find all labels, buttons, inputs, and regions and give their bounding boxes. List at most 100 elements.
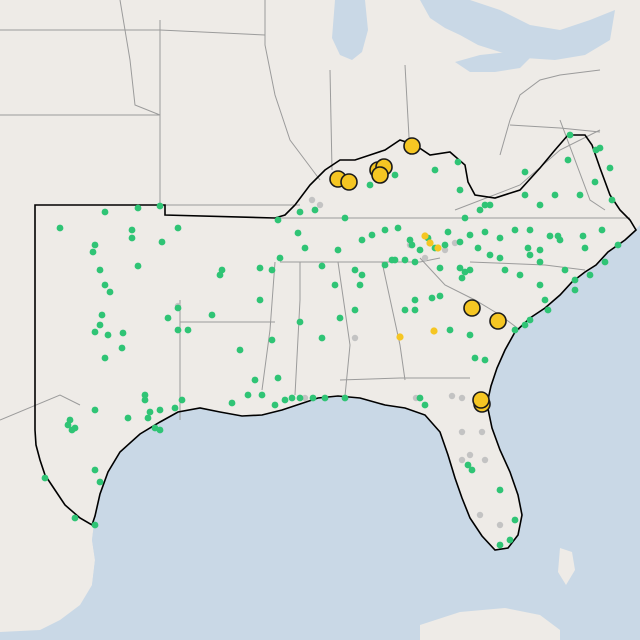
green-dot[interactable]: [288, 394, 296, 402]
green-dot[interactable]: [71, 424, 79, 432]
gray-dot[interactable]: [421, 254, 429, 262]
large-yellow-marker[interactable]: [489, 312, 507, 330]
green-dot[interactable]: [416, 394, 424, 402]
green-dot[interactable]: [581, 244, 589, 252]
gray-dot[interactable]: [308, 196, 316, 204]
green-dot[interactable]: [481, 228, 489, 236]
green-dot[interactable]: [341, 394, 349, 402]
green-dot[interactable]: [41, 474, 49, 482]
green-dot[interactable]: [91, 521, 99, 529]
green-dot[interactable]: [101, 281, 109, 289]
green-dot[interactable]: [394, 224, 402, 232]
green-dot[interactable]: [321, 394, 329, 402]
green-dot[interactable]: [481, 201, 489, 209]
gray-dot[interactable]: [451, 239, 459, 247]
green-dot[interactable]: [141, 396, 149, 404]
green-dot[interactable]: [134, 204, 142, 212]
green-dot[interactable]: [571, 286, 579, 294]
gray-dot[interactable]: [481, 456, 489, 464]
large-yellow-marker[interactable]: [463, 299, 481, 317]
green-dot[interactable]: [101, 354, 109, 362]
green-dot[interactable]: [456, 264, 464, 272]
large-yellow-marker[interactable]: [371, 166, 389, 184]
gray-dot[interactable]: [316, 201, 324, 209]
small-yellow-dot[interactable]: [396, 333, 404, 341]
green-dot[interactable]: [546, 232, 554, 240]
green-dot[interactable]: [471, 354, 479, 362]
green-dot[interactable]: [128, 234, 136, 242]
gray-dot[interactable]: [441, 246, 449, 254]
green-dot[interactable]: [536, 201, 544, 209]
green-dot[interactable]: [178, 396, 186, 404]
green-dot[interactable]: [98, 311, 106, 319]
large-yellow-marker[interactable]: [403, 137, 421, 155]
green-dot[interactable]: [244, 391, 252, 399]
green-dot[interactable]: [391, 171, 399, 179]
green-dot[interactable]: [96, 478, 104, 486]
green-dot[interactable]: [541, 296, 549, 304]
green-dot[interactable]: [481, 356, 489, 364]
green-dot[interactable]: [401, 256, 409, 264]
green-dot[interactable]: [358, 271, 366, 279]
green-dot[interactable]: [476, 206, 484, 214]
gray-dot[interactable]: [448, 392, 456, 400]
green-dot[interactable]: [596, 144, 604, 152]
green-dot[interactable]: [274, 374, 282, 382]
green-dot[interactable]: [526, 316, 534, 324]
green-dot[interactable]: [461, 268, 469, 276]
gray-dot[interactable]: [458, 456, 466, 464]
green-dot[interactable]: [89, 248, 97, 256]
green-dot[interactable]: [144, 414, 152, 422]
green-dot[interactable]: [606, 164, 614, 172]
green-dot[interactable]: [174, 326, 182, 334]
green-dot[interactable]: [64, 421, 72, 429]
green-dot[interactable]: [401, 306, 409, 314]
green-dot[interactable]: [174, 304, 182, 312]
green-dot[interactable]: [351, 266, 359, 274]
green-dot[interactable]: [524, 244, 532, 252]
green-dot[interactable]: [91, 406, 99, 414]
green-dot[interactable]: [118, 344, 126, 352]
green-dot[interactable]: [521, 191, 529, 199]
green-dot[interactable]: [411, 296, 419, 304]
gray-dot[interactable]: [466, 451, 474, 459]
green-dot[interactable]: [104, 331, 112, 339]
green-dot[interactable]: [446, 326, 454, 334]
green-dot[interactable]: [294, 229, 302, 237]
green-dot[interactable]: [119, 329, 127, 337]
green-dot[interactable]: [511, 516, 519, 524]
green-dot[interactable]: [561, 266, 569, 274]
green-dot[interactable]: [96, 321, 104, 329]
green-dot[interactable]: [496, 486, 504, 494]
green-dot[interactable]: [526, 226, 534, 234]
green-dot[interactable]: [156, 202, 164, 210]
green-dot[interactable]: [461, 214, 469, 222]
green-dot[interactable]: [91, 328, 99, 336]
green-dot[interactable]: [468, 466, 476, 474]
green-dot[interactable]: [268, 266, 276, 274]
green-dot[interactable]: [408, 241, 416, 249]
green-dot[interactable]: [566, 131, 574, 139]
green-dot[interactable]: [381, 261, 389, 269]
green-dot[interactable]: [336, 314, 344, 322]
green-dot[interactable]: [591, 178, 599, 186]
green-dot[interactable]: [296, 208, 304, 216]
green-dot[interactable]: [458, 274, 466, 282]
large-yellow-marker[interactable]: [472, 391, 490, 409]
green-dot[interactable]: [71, 514, 79, 522]
green-dot[interactable]: [216, 271, 224, 279]
green-dot[interactable]: [128, 226, 136, 234]
green-dot[interactable]: [416, 246, 424, 254]
green-dot[interactable]: [456, 238, 464, 246]
green-dot[interactable]: [301, 244, 309, 252]
green-dot[interactable]: [171, 404, 179, 412]
green-dot[interactable]: [351, 306, 359, 314]
green-dot[interactable]: [106, 288, 114, 296]
green-dot[interactable]: [544, 306, 552, 314]
green-dot[interactable]: [614, 241, 622, 249]
small-yellow-dot[interactable]: [430, 327, 438, 335]
small-yellow-dot[interactable]: [421, 232, 429, 240]
green-dot[interactable]: [174, 224, 182, 232]
gray-dot[interactable]: [458, 394, 466, 402]
green-dot[interactable]: [521, 168, 529, 176]
